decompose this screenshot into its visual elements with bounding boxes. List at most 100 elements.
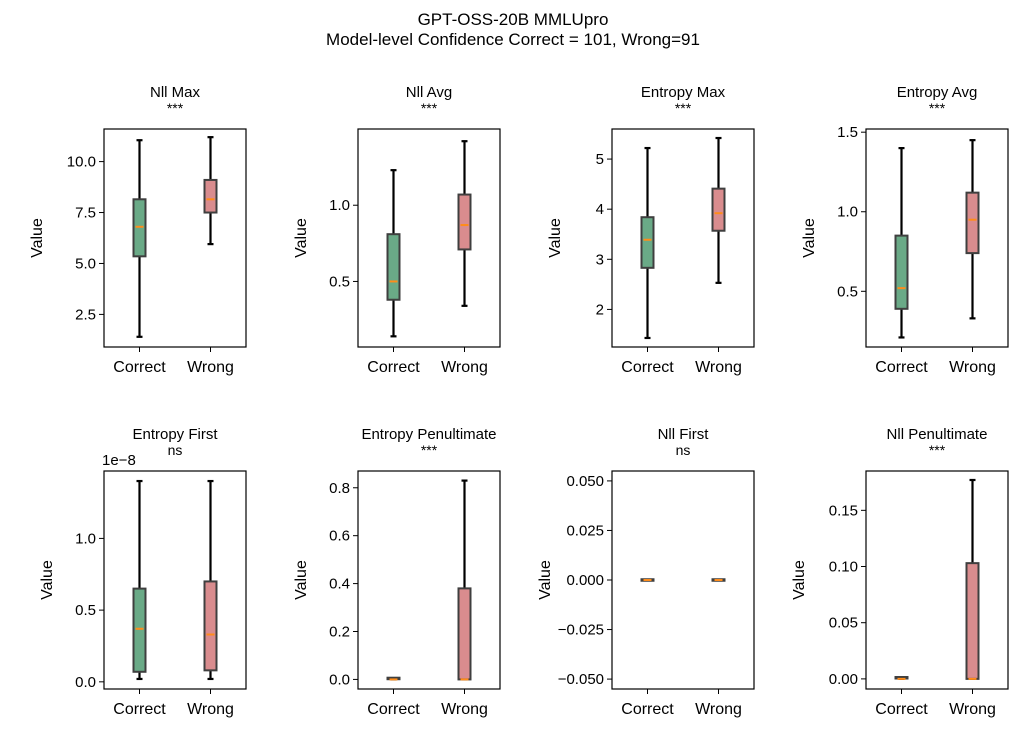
y-tick-label: 1.0 (75, 530, 96, 547)
y-axis-label: Value (29, 218, 46, 258)
x-tick-label: Wrong (187, 359, 234, 376)
iqr-box (132, 587, 147, 673)
significance-label: *** (421, 442, 438, 458)
y-tick-label: 0.00 (829, 671, 858, 688)
x-tick-label: Wrong (441, 359, 488, 376)
y-tick-label: 5 (596, 151, 604, 168)
box-wrong (457, 140, 472, 307)
y-tick-label: 0.000 (566, 572, 604, 589)
iqr-box (203, 580, 218, 672)
box-correct (894, 146, 909, 339)
axes-frame (865, 128, 1009, 348)
x-tick-label: Correct (367, 701, 420, 718)
subplot-title: Nll Penultimate (887, 426, 988, 443)
subplot-4: Entropy Avg*** 0.5 1.0 1.5 Value Correct Wrong (801, 84, 1009, 376)
y-tick-label: 3 (596, 251, 604, 268)
y-tick-label: 10.0 (67, 154, 96, 171)
box-correct (386, 169, 401, 338)
subplot-title: Entropy Penultimate (361, 426, 496, 443)
subplot-3: Entropy Max*** 2 3 4 5 Value Correct Wrong (547, 84, 755, 376)
box-wrong (711, 578, 726, 582)
figure-title-line2: Model-level Confidence Correct = 101, Wr… (326, 30, 700, 49)
box-correct (640, 146, 655, 340)
box-wrong (711, 136, 726, 284)
y-axis-label: Value (547, 218, 564, 258)
subplot-title: Entropy First (132, 426, 218, 443)
axis-offset-label: 1e−8 (102, 452, 136, 469)
y-axis-label: Value (537, 560, 554, 600)
y-tick-label: 0.050 (566, 473, 604, 490)
y-tick-label: 0.6 (329, 528, 350, 545)
y-tick-label: 0.0 (75, 674, 96, 691)
box-wrong (203, 136, 218, 246)
x-tick-label: Correct (621, 359, 674, 376)
significance-label: *** (421, 100, 438, 116)
subplot-title: Entropy Max (641, 84, 726, 101)
box-correct (132, 139, 147, 338)
box-wrong (203, 479, 218, 681)
x-tick-label: Wrong (695, 701, 742, 718)
axes-frame (103, 128, 247, 348)
subplot-8: Nll Penultimate*** 0.00 0.05 0.10 0.15 Value C… (791, 426, 1009, 718)
axes-frame (611, 470, 755, 690)
box-wrong (965, 478, 980, 680)
y-tick-label: 7.5 (75, 205, 96, 222)
x-tick-label: Correct (875, 701, 928, 718)
subplot-6: Entropy Penultimate*** 0.0 0.2 0.4 0.6 0.8 Val… (293, 426, 501, 718)
x-tick-label: Correct (367, 359, 420, 376)
box-correct (386, 676, 401, 681)
axes-frame (611, 128, 755, 348)
axes-frame (865, 470, 1009, 690)
x-tick-label: Correct (113, 701, 166, 718)
y-tick-label: 0.8 (329, 480, 350, 497)
y-tick-label: 0.10 (829, 559, 858, 576)
y-tick-label: 2.5 (75, 306, 96, 323)
iqr-box (894, 234, 909, 310)
y-axis-label: Value (39, 560, 56, 600)
x-tick-label: Wrong (695, 359, 742, 376)
x-tick-label: Correct (621, 701, 674, 718)
x-tick-label: Wrong (949, 701, 996, 718)
y-tick-label: 1.0 (329, 197, 350, 214)
subplot-title: Nll Max (150, 84, 201, 101)
y-tick-label: −0.025 (558, 622, 604, 639)
y-tick-label: 0.5 (837, 283, 858, 300)
iqr-box (640, 216, 655, 269)
significance-label: *** (675, 100, 692, 116)
box-wrong (965, 139, 980, 320)
y-tick-label: 0.5 (75, 602, 96, 619)
y-tick-label: 0.025 (566, 522, 604, 539)
subplot-title: Nll Avg (406, 84, 452, 101)
box-correct (640, 578, 655, 582)
y-tick-label: −0.050 (558, 671, 604, 688)
y-axis-label: Value (791, 560, 808, 600)
x-tick-label: Wrong (949, 359, 996, 376)
x-tick-label: Wrong (187, 701, 234, 718)
significance-label: ns (676, 442, 691, 458)
iqr-box (203, 178, 218, 214)
subplot-title: Nll First (658, 426, 710, 443)
y-axis-label: Value (293, 218, 310, 258)
iqr-box (965, 191, 980, 255)
x-tick-label: Correct (113, 359, 166, 376)
axes-frame (103, 470, 247, 690)
y-tick-label: 1.5 (837, 124, 858, 141)
y-tick-label: 0.15 (829, 502, 858, 519)
figure-title-line1: GPT-OSS-20B MMLUpro (417, 10, 609, 29)
axes-frame (357, 128, 501, 348)
axes-frame (357, 470, 501, 690)
y-tick-label: 0.2 (329, 624, 350, 641)
y-tick-label: 2 (596, 301, 604, 318)
y-tick-label: 1.0 (837, 204, 858, 221)
iqr-box (711, 187, 726, 232)
iqr-box (965, 562, 980, 680)
y-tick-label: 0.0 (329, 671, 350, 688)
box-wrong (457, 479, 472, 681)
y-axis-label: Value (801, 218, 818, 258)
x-tick-label: Wrong (441, 701, 488, 718)
y-axis-label: Value (293, 560, 310, 600)
